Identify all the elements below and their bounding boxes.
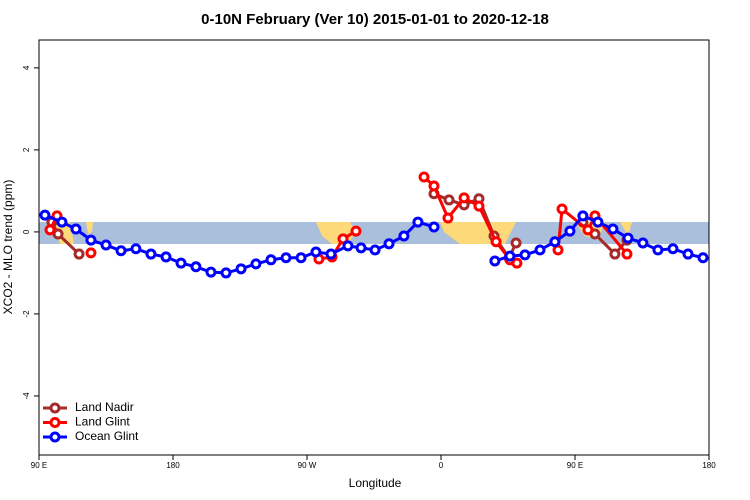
data-point [697, 252, 709, 264]
data-point [682, 248, 694, 260]
data-point [85, 234, 97, 246]
data-point [220, 267, 232, 279]
data-point [280, 252, 292, 264]
data-point [564, 225, 576, 237]
data-point [443, 194, 455, 206]
data-point [582, 224, 594, 236]
data-point [667, 243, 679, 255]
legend-label: Land Glint [75, 415, 130, 429]
y-axis-label: XCO2 - MLO trend (ppm) [1, 180, 15, 315]
data-point [490, 236, 502, 248]
data-point [383, 238, 395, 250]
data-point [637, 237, 649, 249]
chart-title: 0-10N February (Ver 10) 2015-01-01 to 20… [201, 11, 549, 28]
data-point [39, 209, 51, 221]
data-point [549, 236, 561, 248]
map-band [39, 222, 709, 244]
data-point [428, 180, 440, 192]
x-tick-label: 90 W [298, 461, 317, 470]
data-point [412, 216, 424, 228]
data-point [577, 210, 589, 222]
legend-marker [49, 417, 61, 428]
data-point [337, 233, 349, 245]
data-point [52, 228, 64, 240]
x-tick-label: 0 [439, 461, 444, 470]
data-point [325, 248, 337, 260]
series-line [318, 229, 357, 261]
y-tick-label: 0 [22, 229, 31, 234]
legend-marker [49, 402, 61, 414]
data-point [295, 252, 307, 264]
data-point [510, 237, 522, 249]
series-line [423, 175, 518, 265]
data-point [398, 230, 410, 242]
data-point [489, 255, 501, 267]
legend-label: Land Nadir [75, 400, 134, 414]
x-tick-label: 90 E [567, 461, 583, 470]
data-point [369, 244, 381, 256]
data-point [235, 263, 247, 275]
data-point [458, 192, 470, 204]
y-tick-label: 2 [22, 147, 31, 152]
x-tick-label: 180 [166, 461, 180, 470]
y-tick-label: 4 [22, 65, 31, 70]
legend-label: Ocean Glint [75, 429, 139, 443]
x-tick-label: 180 [702, 461, 716, 470]
data-point [85, 247, 97, 259]
data-point [56, 216, 68, 228]
data-point [622, 232, 634, 244]
data-point [100, 239, 112, 251]
x-axis-label: Longitude [349, 476, 402, 490]
data-point [504, 250, 516, 262]
data-point [70, 223, 82, 235]
data-point [44, 224, 56, 236]
data-point [130, 243, 142, 255]
y-tick-label: -2 [22, 310, 31, 318]
data-point [592, 216, 604, 228]
data-point [607, 223, 619, 235]
data-point [473, 200, 485, 212]
data-point [621, 248, 633, 260]
data-point [145, 248, 157, 260]
x-tick-label: 90 E [31, 461, 47, 470]
data-point [534, 244, 546, 256]
y-tick-label: -4 [22, 392, 31, 400]
data-point [175, 257, 187, 269]
plot-frame [38, 39, 710, 456]
data-point [190, 261, 202, 273]
data-point [418, 171, 430, 183]
data-point [265, 254, 277, 266]
data-point [355, 242, 367, 254]
data-point [115, 245, 127, 257]
data-point [428, 221, 440, 233]
data-point [442, 212, 454, 224]
data-point [519, 249, 531, 261]
data-point [73, 248, 85, 260]
data-point [350, 225, 362, 237]
legend-marker [49, 431, 61, 443]
data-point [205, 266, 217, 278]
data-point [556, 203, 568, 215]
data-point [652, 244, 664, 256]
data-point [310, 246, 322, 258]
data-point [609, 248, 621, 260]
data-point [511, 257, 523, 269]
data-point [250, 258, 262, 270]
data-point [160, 251, 172, 263]
data-point [342, 240, 354, 252]
